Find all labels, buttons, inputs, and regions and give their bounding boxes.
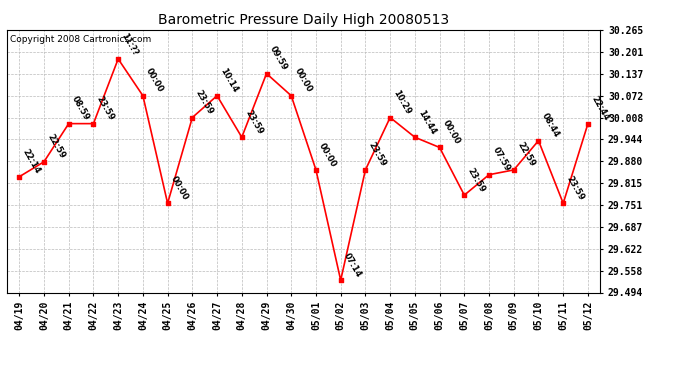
- Text: 23:59: 23:59: [367, 141, 388, 168]
- Point: [582, 121, 593, 127]
- Text: 07:59: 07:59: [491, 146, 511, 173]
- Point: [558, 200, 569, 206]
- Text: 00:00: 00:00: [317, 141, 338, 168]
- Point: [484, 172, 495, 178]
- Text: Copyright 2008 Cartronics.com: Copyright 2008 Cartronics.com: [10, 35, 151, 44]
- Point: [14, 174, 25, 180]
- Text: 09:59: 09:59: [268, 45, 289, 72]
- Text: 00:00: 00:00: [293, 67, 314, 94]
- Point: [236, 134, 247, 140]
- Point: [286, 93, 297, 99]
- Point: [310, 167, 322, 173]
- Text: 22:14: 22:14: [21, 148, 42, 176]
- Text: 00:00: 00:00: [169, 175, 190, 202]
- Text: 23:59: 23:59: [243, 108, 264, 136]
- Point: [335, 277, 346, 283]
- Text: 23:59: 23:59: [194, 88, 215, 116]
- Title: Barometric Pressure Daily High 20080513: Barometric Pressure Daily High 20080513: [158, 13, 449, 27]
- Text: 00:00: 00:00: [144, 67, 166, 94]
- Text: 23:59: 23:59: [95, 94, 116, 122]
- Point: [39, 159, 50, 165]
- Text: 23:59: 23:59: [466, 166, 487, 194]
- Text: 08:59: 08:59: [70, 95, 91, 122]
- Text: 11:??: 11:??: [119, 32, 139, 57]
- Point: [137, 93, 148, 99]
- Point: [88, 121, 99, 127]
- Point: [384, 114, 395, 120]
- Point: [162, 200, 173, 206]
- Text: 08:44: 08:44: [540, 112, 561, 139]
- Text: 07:14: 07:14: [342, 251, 363, 279]
- Text: 14:44: 14:44: [416, 108, 437, 136]
- Text: 22:44: 22:44: [589, 94, 611, 122]
- Text: 10:14: 10:14: [219, 67, 239, 94]
- Point: [533, 138, 544, 144]
- Text: 00:00: 00:00: [441, 119, 462, 146]
- Point: [434, 144, 445, 150]
- Point: [212, 93, 223, 99]
- Point: [261, 70, 272, 76]
- Point: [112, 56, 124, 62]
- Point: [360, 167, 371, 173]
- Point: [509, 167, 520, 173]
- Point: [459, 192, 470, 198]
- Text: 22:59: 22:59: [515, 141, 536, 168]
- Point: [409, 134, 420, 140]
- Text: 22:59: 22:59: [46, 133, 66, 160]
- Text: 23:59: 23:59: [564, 174, 586, 202]
- Point: [187, 114, 198, 120]
- Text: 10:29: 10:29: [391, 88, 413, 116]
- Point: [63, 121, 75, 127]
